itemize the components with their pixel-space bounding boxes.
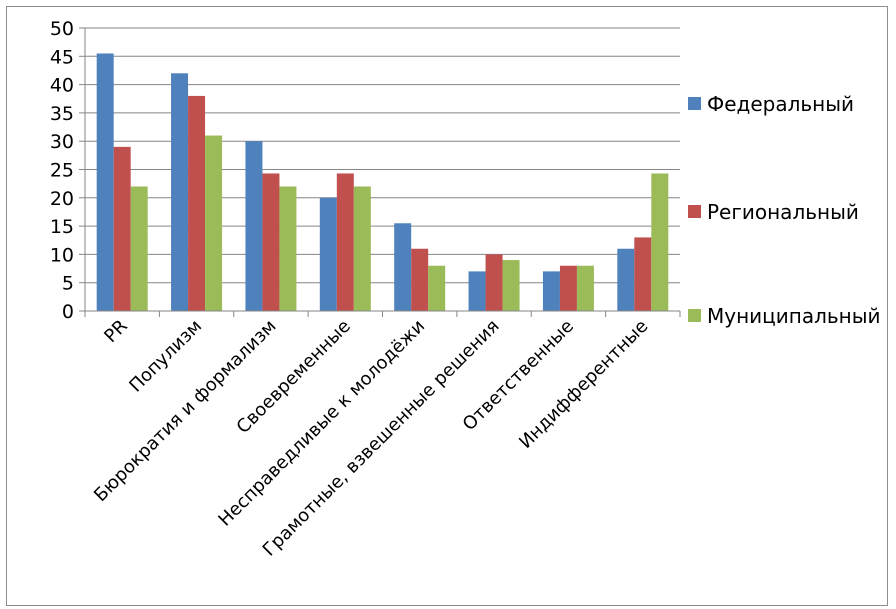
bar [651, 173, 669, 311]
legend-swatch [688, 97, 701, 110]
y-tick-label: 0 [62, 301, 74, 323]
y-tick-label: 15 [50, 216, 74, 238]
legend-label: Федеральный [707, 92, 854, 116]
y-tick-label: 25 [50, 160, 74, 182]
bar [245, 141, 263, 311]
bar [353, 186, 371, 311]
bar [485, 254, 503, 311]
y-tick-label: 20 [50, 188, 74, 210]
y-tick-label: 10 [50, 244, 74, 266]
legend-label: Муниципальный [707, 304, 881, 328]
legend-label: Региональный [707, 200, 859, 224]
bar [130, 186, 148, 311]
bar [634, 237, 652, 311]
bar [113, 146, 131, 311]
x-tick-label: PR [100, 316, 131, 347]
y-tick-label: 40 [50, 75, 74, 97]
bar [428, 265, 446, 311]
y-tick-label: 30 [50, 131, 74, 153]
bar [188, 95, 206, 311]
y-tick-label: 50 [50, 18, 74, 40]
bar [171, 73, 189, 311]
bar [411, 248, 429, 311]
bar [279, 186, 297, 311]
y-tick-label: 35 [50, 103, 74, 125]
bar [394, 223, 412, 311]
bar [319, 197, 337, 311]
bars [96, 53, 669, 311]
bar [205, 135, 223, 311]
legend-swatch [688, 309, 701, 322]
y-tick-label: 5 [62, 273, 74, 295]
bar [617, 248, 635, 311]
bar [262, 173, 280, 311]
y-tick-label: 45 [50, 46, 74, 68]
chart-frame [6, 6, 888, 606]
x-tick-label: Популизм [125, 316, 206, 397]
bar [96, 53, 114, 311]
bar [468, 271, 486, 311]
x-tick-label: Индифферентные [515, 316, 652, 453]
bar [502, 260, 520, 311]
bar [559, 265, 577, 311]
bar [576, 265, 594, 311]
legend-swatch [688, 205, 701, 218]
y-axis-ticks: 0 5 10 15 20 25 30 35 40 45 50 [50, 18, 85, 323]
legend: Федеральный Региональный Муниципальный [688, 92, 881, 328]
bar [336, 173, 354, 311]
bar [542, 271, 560, 311]
